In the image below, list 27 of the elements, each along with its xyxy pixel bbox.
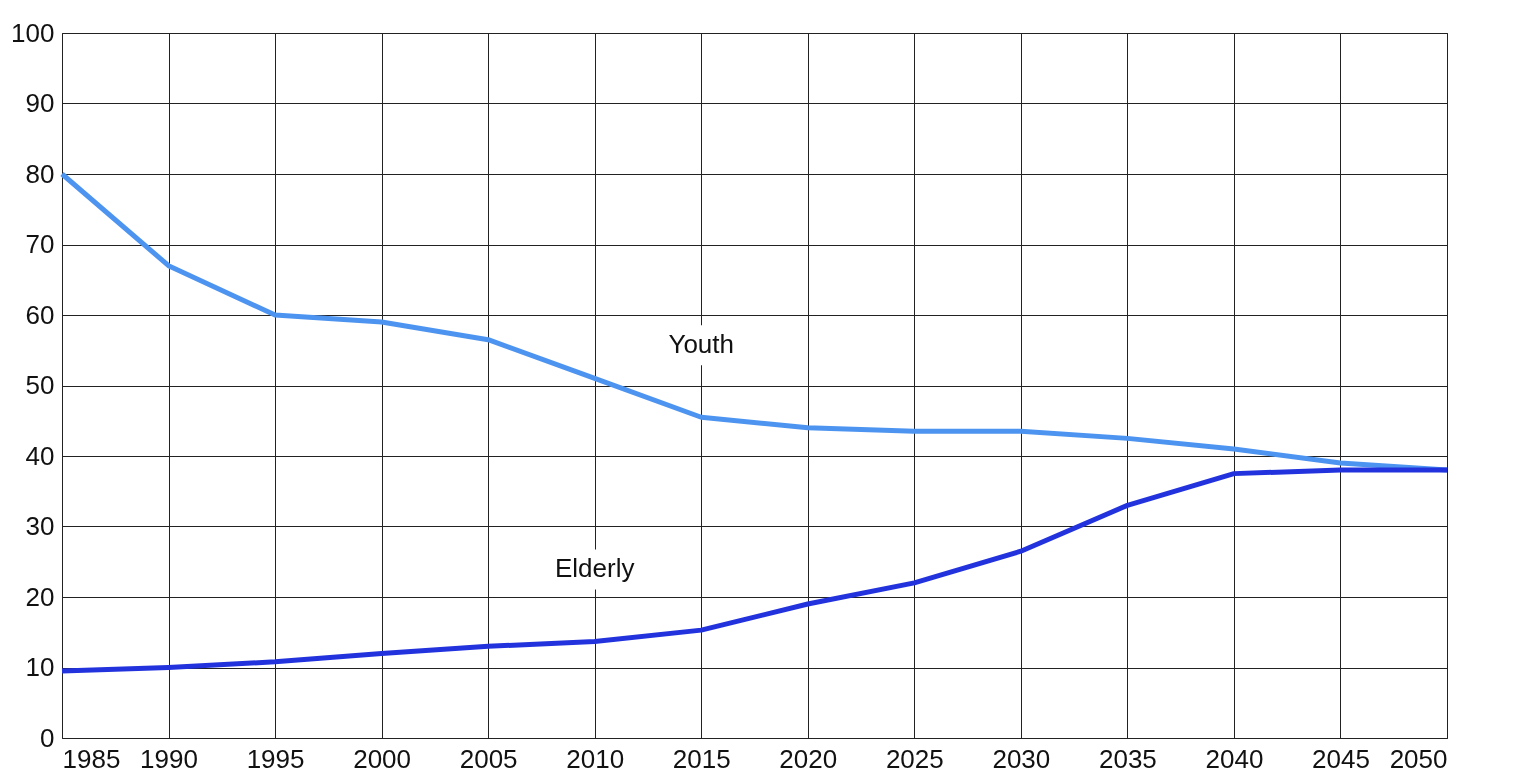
- x-tick-label: 1990: [140, 743, 198, 774]
- y-tick-label: 50: [25, 370, 55, 400]
- y-tick-label: 90: [25, 88, 55, 118]
- y-tick-label: 100: [11, 17, 55, 48]
- x-tick-label: 2035: [1098, 743, 1157, 774]
- x-tick-label: 2020: [779, 743, 838, 774]
- y-tick-label: 10: [25, 652, 55, 682]
- x-tick-label: 2045: [1312, 743, 1370, 774]
- y-tick-label: 80: [25, 158, 55, 189]
- x-tick-label: 2030: [992, 743, 1051, 774]
- text: Elderly: [554, 553, 635, 584]
- x-tick-label: 1985: [62, 743, 121, 774]
- x-tick-label: 2010: [566, 743, 625, 774]
- y-tick-label: 60: [25, 299, 55, 330]
- y-tick-label: 30: [25, 511, 55, 541]
- x-tick-label: 2050: [1389, 743, 1448, 774]
- x-tick-label: 2000: [353, 743, 412, 774]
- series-label: Youth: [668, 329, 735, 360]
- x-tick-label: 2015: [672, 743, 731, 774]
- x-tick-label: 2005: [459, 743, 518, 774]
- x-tick-label: 2025: [885, 743, 944, 774]
- y-tick-label: 20: [25, 581, 55, 612]
- y-tick-label: 40: [25, 440, 55, 471]
- x-tick-label: 1995: [246, 743, 305, 774]
- y-tick-label: 0: [40, 722, 55, 753]
- x-tick-label: 2040: [1205, 743, 1264, 774]
- y-tick-label: 70: [25, 229, 55, 259]
